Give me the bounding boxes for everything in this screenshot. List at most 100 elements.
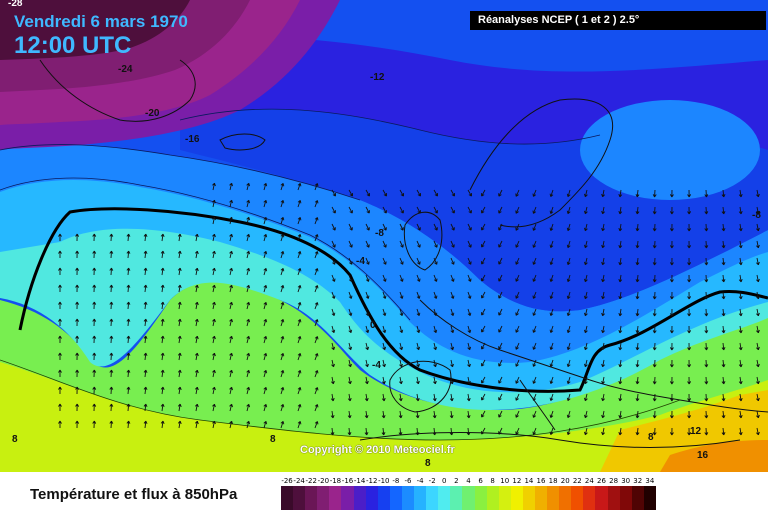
wind-arrow xyxy=(58,420,62,428)
wind-arrow xyxy=(635,393,640,402)
wind-arrow xyxy=(212,386,216,395)
wind-arrow xyxy=(601,325,605,334)
wind-arrow xyxy=(160,403,165,412)
wind-arrow xyxy=(246,284,251,293)
wind-arrow xyxy=(481,325,486,333)
wind-arrow xyxy=(515,291,520,299)
wind-arrow xyxy=(280,335,285,344)
wind-arrow xyxy=(365,325,370,334)
wind-arrow xyxy=(177,420,182,429)
wind-arrow xyxy=(566,410,571,419)
wind-arrow xyxy=(738,206,743,215)
wind-arrow xyxy=(687,376,692,385)
wind-arrow xyxy=(365,291,370,299)
wind-arrow xyxy=(212,267,216,276)
temp-zone-plus8 xyxy=(0,360,768,472)
wind-arrow xyxy=(365,308,370,316)
coastline-italy xyxy=(519,379,556,431)
wind-arrow xyxy=(618,427,623,436)
wind-arrow xyxy=(382,206,387,214)
wind-arrow xyxy=(399,257,404,265)
wind-arrow xyxy=(433,189,439,197)
wind-arrow xyxy=(143,352,148,361)
wind-arrow xyxy=(704,223,709,232)
wind-arrow xyxy=(280,352,285,361)
wind-arrow xyxy=(450,291,455,299)
wind-arrow xyxy=(399,223,404,231)
wind-arrow xyxy=(549,410,554,418)
wind-arrow xyxy=(109,250,114,259)
wind-arrow xyxy=(618,274,623,283)
wind-arrow xyxy=(498,308,503,316)
wind-arrow xyxy=(704,359,709,368)
wind-arrow xyxy=(756,393,760,402)
wind-arrow xyxy=(481,240,486,248)
legend-tick-label: 30 xyxy=(621,477,631,485)
legend-tick-label: 34 xyxy=(645,477,655,485)
wind-arrow xyxy=(669,223,674,232)
wind-arrow xyxy=(584,410,588,419)
wind-arrow xyxy=(415,393,420,402)
wind-arrow xyxy=(450,325,455,334)
wind-arrow xyxy=(498,342,503,350)
wind-arrow xyxy=(364,427,369,436)
wind-arrow xyxy=(449,393,454,402)
wind-arrow xyxy=(416,240,421,248)
wind-arrow xyxy=(532,376,537,384)
wind-arrow xyxy=(669,342,674,351)
wind-arrow xyxy=(280,199,285,208)
contour-label: 12 xyxy=(690,426,702,437)
wind-arrow xyxy=(532,206,537,214)
temp-zone-plus16 xyxy=(660,440,768,472)
wind-arrow xyxy=(450,376,454,385)
wind-arrow xyxy=(652,359,657,368)
wind-arrow xyxy=(652,291,657,300)
wind-arrow xyxy=(481,410,486,418)
wind-arrow xyxy=(669,410,674,419)
legend-swatch xyxy=(583,486,596,510)
wind-arrow xyxy=(160,250,165,259)
wind-arrow xyxy=(584,189,588,198)
legend-swatch xyxy=(595,486,608,510)
wind-arrow xyxy=(229,318,233,327)
wind-arrow xyxy=(399,325,404,334)
copyright-notice: Copyright © 2010 Meteociel.fr xyxy=(300,444,455,456)
wind-arrow xyxy=(212,250,216,259)
wind-arrow xyxy=(433,223,438,231)
wind-arrow xyxy=(177,369,182,378)
wind-arrow xyxy=(212,284,216,293)
wind-arrow xyxy=(143,301,148,310)
legend-tick-label: -22 xyxy=(305,477,317,485)
wind-arrow xyxy=(704,325,709,334)
legend-tick-label: 24 xyxy=(584,477,594,485)
wind-arrow xyxy=(721,274,726,283)
legend-swatch xyxy=(438,486,451,510)
wind-arrow xyxy=(687,342,692,351)
wind-arrow xyxy=(467,257,472,265)
wind-arrow xyxy=(246,420,251,429)
wind-arrow xyxy=(297,200,302,208)
wind-arrow xyxy=(246,335,251,344)
coastline-scandinavia xyxy=(469,98,613,228)
wind-arrow xyxy=(229,369,233,378)
wind-arrow xyxy=(549,223,554,231)
wind-arrow xyxy=(212,318,216,327)
wind-arrow xyxy=(348,308,353,316)
wind-arrow xyxy=(365,257,370,265)
wind-arrow xyxy=(280,267,285,276)
wind-arrow xyxy=(348,376,352,385)
legend-swatch xyxy=(571,486,584,510)
wind-arrow xyxy=(75,420,80,429)
wind-arrow xyxy=(160,301,165,310)
wind-arrow xyxy=(704,274,709,283)
wind-arrow xyxy=(212,420,216,429)
wind-arrow xyxy=(549,325,554,333)
wind-arrow xyxy=(58,233,62,241)
wind-arrow xyxy=(331,359,335,368)
wind-arrow xyxy=(58,403,62,411)
wind-arrow xyxy=(652,223,657,232)
wind-arrow xyxy=(177,233,182,242)
wind-arrow xyxy=(584,359,588,368)
legend-swatch xyxy=(341,486,354,510)
wind-arrow xyxy=(246,386,251,395)
